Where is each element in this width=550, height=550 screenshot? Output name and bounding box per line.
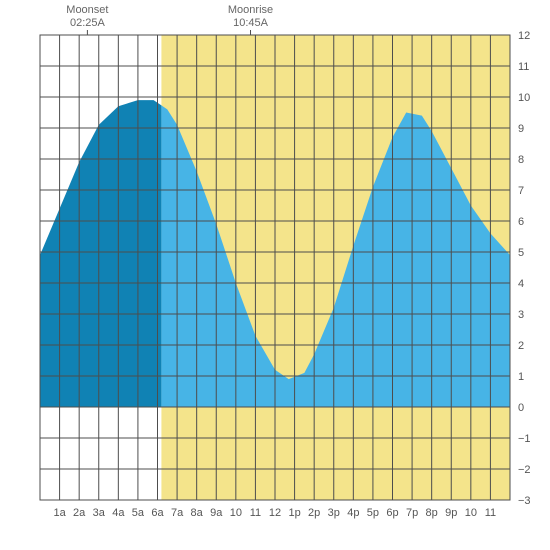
y-tick-label: −2 xyxy=(518,464,531,476)
y-tick-label: 1 xyxy=(518,371,524,383)
x-tick-label: 8p xyxy=(426,507,438,519)
tide-chart-svg: −3−2−101234567891011121a2a3a4a5a6a7a8a9a… xyxy=(0,0,550,550)
moonset-label: Moonset02:25A xyxy=(66,4,108,29)
x-tick-label: 12 xyxy=(269,507,281,519)
x-tick-label: 4p xyxy=(347,507,359,519)
y-tick-label: 9 xyxy=(518,123,524,135)
x-tick-label: 1p xyxy=(288,507,300,519)
moonrise-title: Moonrise xyxy=(228,4,273,16)
x-tick-label: 7a xyxy=(171,507,184,519)
x-tick-label: 7p xyxy=(406,507,418,519)
y-tick-label: 8 xyxy=(518,154,524,166)
moonset-title: Moonset xyxy=(66,4,108,16)
x-tick-label: 3a xyxy=(93,507,106,519)
moonset-time: 02:25A xyxy=(70,17,106,29)
y-tick-label: 12 xyxy=(518,30,530,42)
x-tick-label: 10 xyxy=(230,507,242,519)
x-tick-label: 2p xyxy=(308,507,320,519)
x-tick-label: 9a xyxy=(210,507,223,519)
y-tick-label: 4 xyxy=(518,278,524,290)
x-tick-label: 2a xyxy=(73,507,86,519)
moonrise-time: 10:45A xyxy=(233,17,269,29)
y-tick-label: 5 xyxy=(518,247,524,259)
y-tick-label: 6 xyxy=(518,216,524,228)
moonrise-label: Moonrise10:45A xyxy=(228,4,273,29)
x-tick-label: 5p xyxy=(367,507,379,519)
y-tick-label: 0 xyxy=(518,402,524,414)
y-tick-label: 7 xyxy=(518,185,524,197)
y-tick-label: −3 xyxy=(518,495,531,507)
y-tick-label: −1 xyxy=(518,433,531,445)
tide-chart: −3−2−101234567891011121a2a3a4a5a6a7a8a9a… xyxy=(0,0,550,550)
x-tick-label: 1a xyxy=(53,507,66,519)
y-tick-label: 2 xyxy=(518,340,524,352)
y-tick-label: 11 xyxy=(518,61,529,73)
x-tick-label: 3p xyxy=(328,507,340,519)
x-tick-label: 6a xyxy=(151,507,164,519)
x-tick-label: 5a xyxy=(132,507,145,519)
x-tick-label: 11 xyxy=(250,507,261,519)
x-tick-label: 11 xyxy=(485,507,496,519)
x-tick-label: 4a xyxy=(112,507,125,519)
x-tick-label: 10 xyxy=(465,507,477,519)
y-tick-label: 3 xyxy=(518,309,524,321)
x-tick-label: 6p xyxy=(386,507,398,519)
x-tick-label: 8a xyxy=(191,507,204,519)
y-tick-label: 10 xyxy=(518,92,530,104)
x-tick-label: 9p xyxy=(445,507,457,519)
